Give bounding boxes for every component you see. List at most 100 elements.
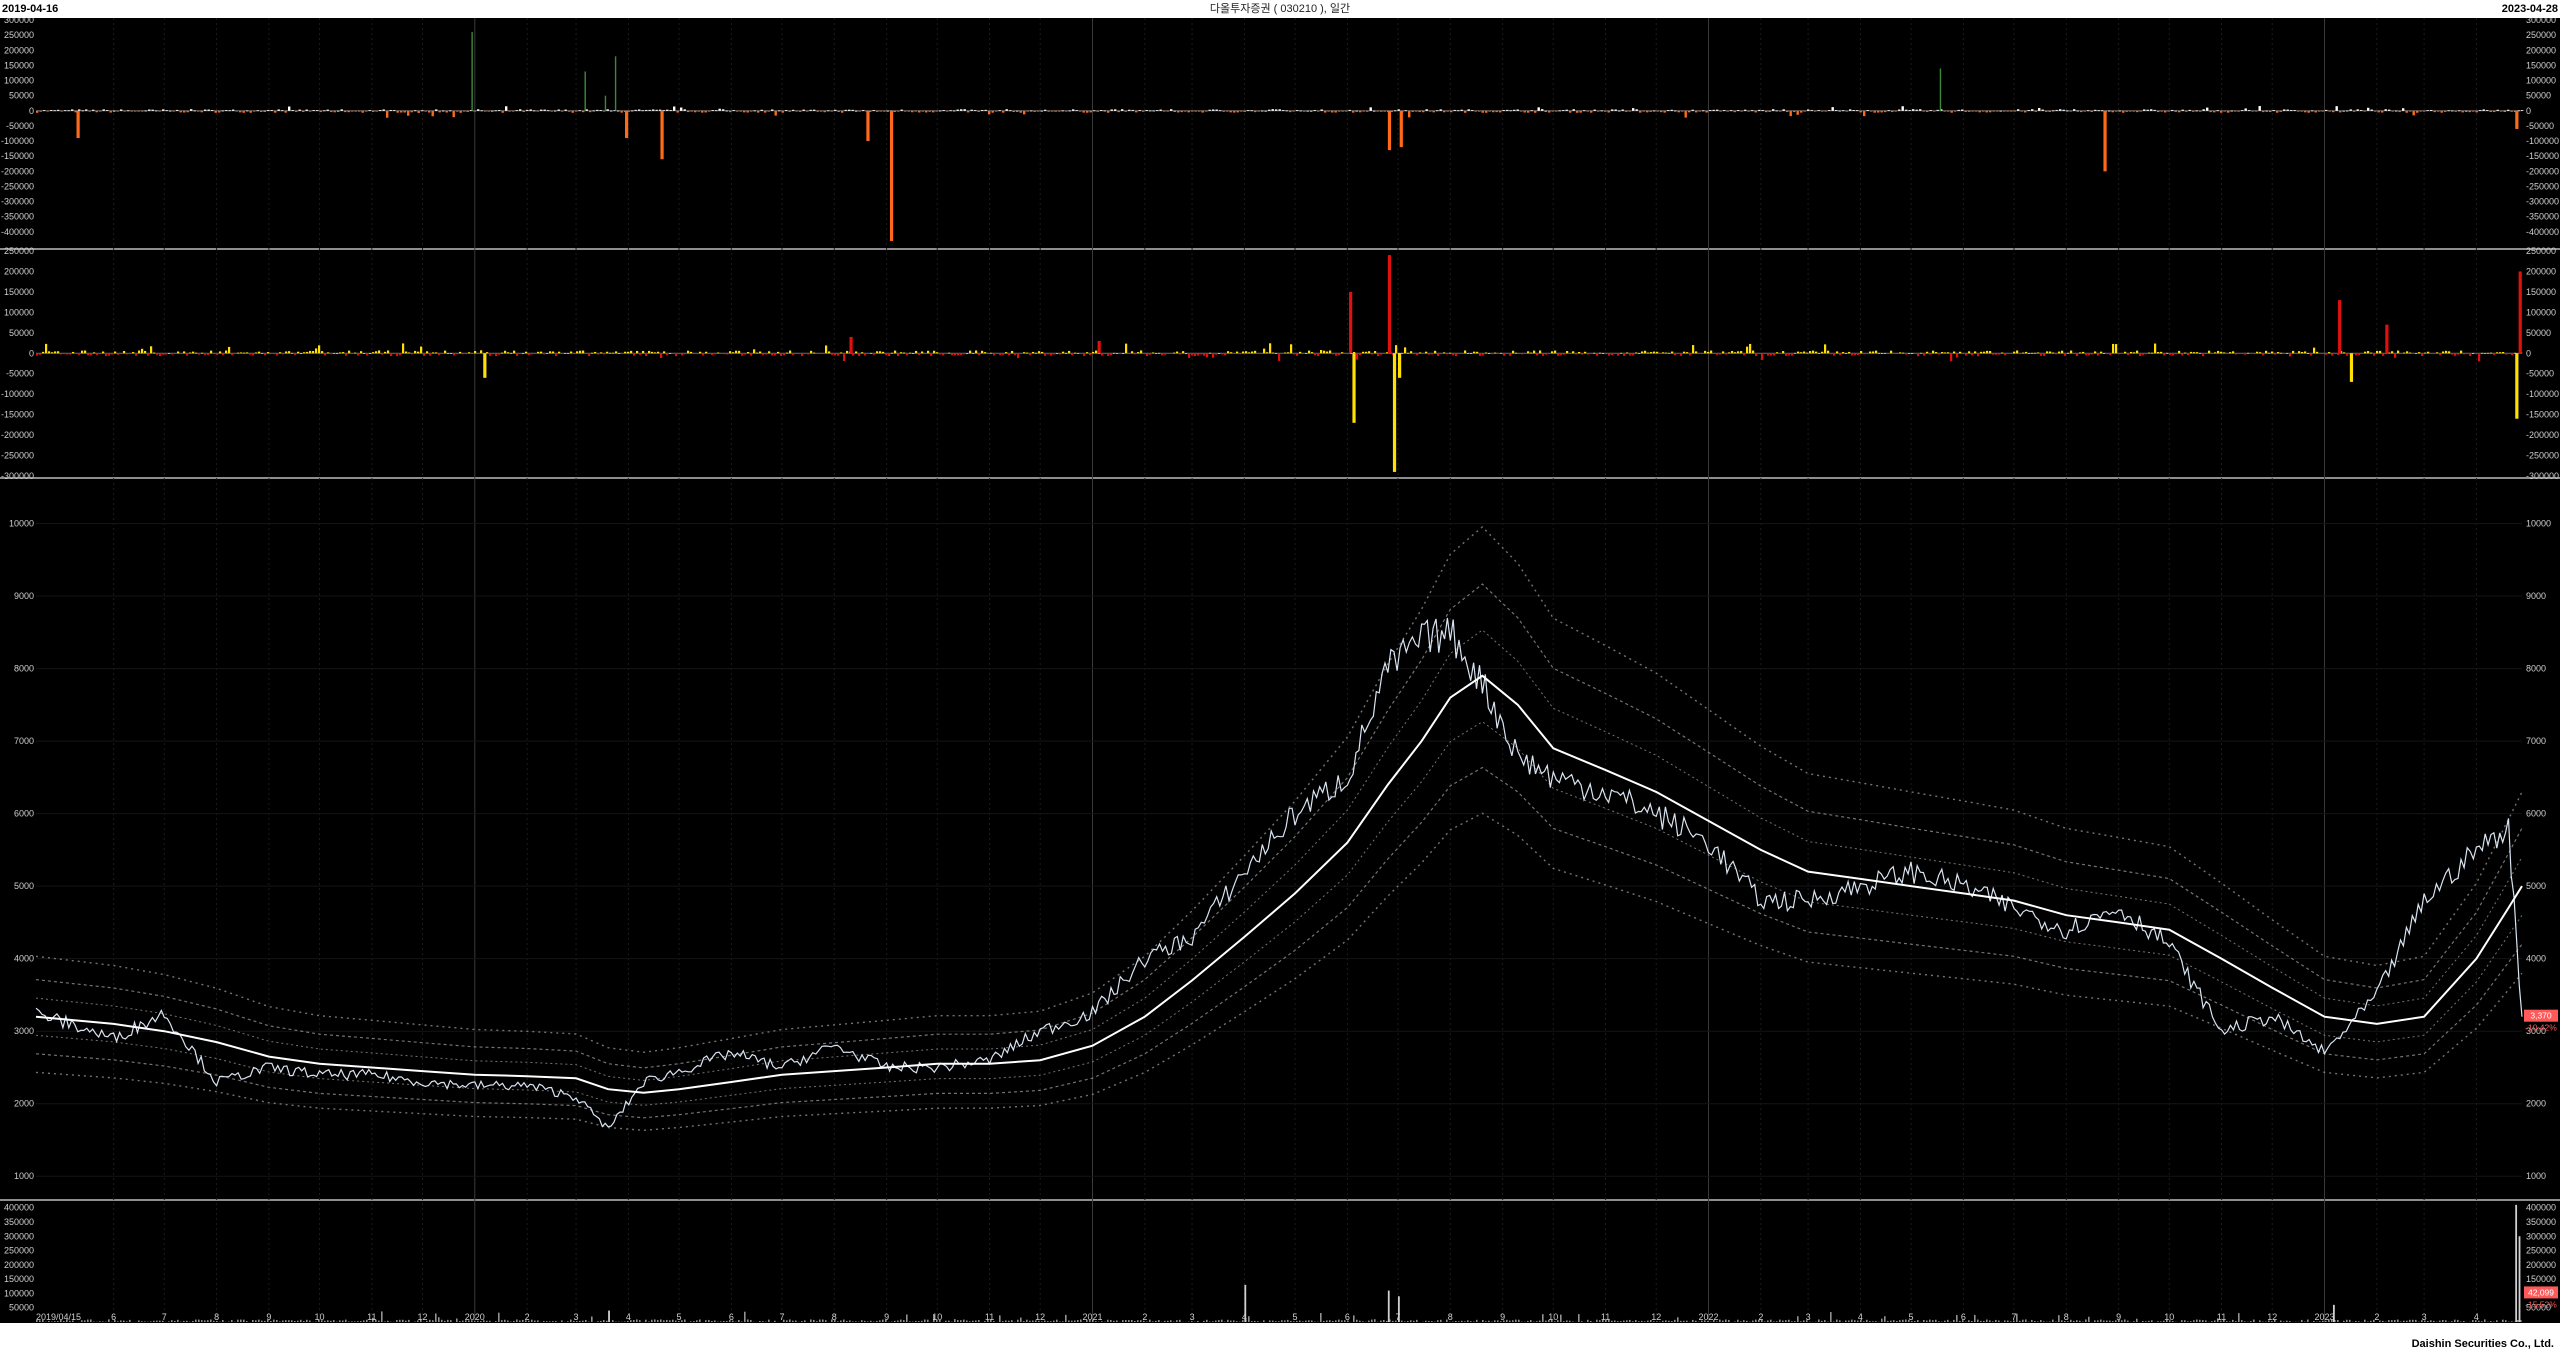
flow-bar [183, 110, 186, 113]
flow-bar [1428, 353, 1431, 355]
flow-bar [2388, 109, 2391, 111]
volume-bar [447, 1319, 449, 1322]
flow-bar [678, 353, 681, 355]
flow-bar [258, 351, 261, 354]
volume-bar [1542, 1314, 1544, 1322]
flow-bar [2448, 351, 2451, 354]
volume-bar [2127, 1320, 2129, 1322]
y-tick-label-left: 200000 [4, 266, 34, 276]
volume-bar [186, 1320, 188, 1322]
flow-bar [942, 110, 945, 111]
volume-bar [1707, 1321, 1709, 1322]
flow-bar [396, 353, 399, 357]
volume-bar [1305, 1320, 1307, 1322]
flow-bar [2085, 353, 2088, 356]
flow-bar [179, 110, 182, 113]
flow-bar [732, 352, 735, 354]
volume-bar [684, 1319, 686, 1322]
flow-spike [584, 71, 586, 111]
flow-bar [2346, 353, 2349, 356]
volume-bar [1803, 1320, 1805, 1322]
flow-bar [459, 351, 462, 354]
flow-bar [1758, 109, 1761, 111]
flow-bar [1431, 353, 1434, 355]
flow-bar [2151, 352, 2154, 354]
flow-bar [1314, 353, 1317, 356]
flow-bar [1096, 110, 1099, 112]
flow-bar [2199, 110, 2202, 112]
flow-bar [1656, 351, 1659, 354]
volume-bar [1797, 1316, 1799, 1322]
flow-bar [306, 351, 309, 354]
volume-bar [2136, 1318, 2138, 1322]
y-tick-label-right: 150000 [2526, 60, 2556, 70]
flow-bar [690, 110, 693, 112]
flow-bar [1923, 353, 1926, 356]
flow-bar [435, 109, 438, 111]
flow-bar [1289, 110, 1292, 113]
volume-bar [2064, 1320, 2066, 1322]
flow-bar [1285, 110, 1288, 112]
volume-bar [216, 1320, 218, 1322]
flow-bar [1646, 110, 1649, 113]
flow-bar [2109, 353, 2112, 356]
flow-bar [729, 110, 732, 113]
flow-bar [295, 110, 298, 112]
flow-bar [2217, 350, 2220, 354]
flow-bar [2025, 351, 2028, 354]
flow-bar [1296, 110, 1299, 111]
volume-bar [2214, 1320, 2216, 1322]
flow-bar [2346, 110, 2349, 112]
volume-bar [357, 1321, 359, 1322]
flow-bar [1705, 110, 1708, 113]
flow-bar [1817, 110, 1820, 111]
flow-bar [1203, 353, 1206, 356]
chart-svg[interactable]: 6789101112202023456789101112202123456789… [0, 15, 2560, 1323]
flow-bar [2490, 352, 2493, 354]
chart-canvas[interactable]: 6789101112202023456789101112202123456789… [0, 15, 2560, 1323]
flow-bar [846, 350, 849, 354]
volume-bar [2349, 1319, 2351, 1322]
y-tick-label-left: 300000 [4, 1231, 34, 1241]
volume-bar [1389, 1319, 1391, 1322]
volume-bar [1506, 1319, 1508, 1322]
flow-bar [1299, 351, 1302, 354]
flow-spike [1397, 353, 1402, 378]
y-tick-label-right: 9000 [2526, 591, 2546, 601]
flow-bar [1026, 110, 1029, 112]
volume-bar [1527, 1320, 1529, 1322]
volume-bar [546, 1321, 548, 1322]
flow-bar [150, 346, 153, 354]
flow-bar [2258, 106, 2261, 111]
volume-bar [675, 1320, 677, 1322]
flow-bar [1922, 110, 1925, 112]
flow-bar [783, 353, 786, 356]
flow-bar [2454, 110, 2457, 112]
flow-bar [1789, 110, 1792, 117]
flow-bar [366, 353, 369, 356]
flow-bar [816, 110, 819, 112]
flow-bar [1621, 109, 1624, 111]
flow-bar [357, 353, 360, 356]
flow-bar [531, 353, 534, 355]
flow-bar [228, 346, 231, 354]
volume-bar [2052, 1319, 2054, 1322]
flow-bar [1935, 352, 1938, 354]
flow-bar [771, 109, 774, 111]
volume-bar [168, 1321, 170, 1322]
flow-bar [492, 353, 495, 355]
flow-bar [324, 353, 327, 356]
volume-bar [42, 1319, 44, 1322]
flow-bar [2370, 109, 2373, 111]
flow-bar [390, 353, 393, 356]
flow-bar [2004, 353, 2007, 356]
volume-bar [1902, 1319, 1904, 1322]
volume-bar [1890, 1320, 1892, 1322]
flow-bar [1135, 110, 1138, 113]
flow-bar [504, 350, 507, 354]
flow-bar [2426, 110, 2429, 112]
flow-bar [906, 353, 909, 356]
flow-bar [63, 353, 66, 355]
flow-bar [2332, 110, 2335, 113]
flow-spike [1097, 341, 1101, 354]
